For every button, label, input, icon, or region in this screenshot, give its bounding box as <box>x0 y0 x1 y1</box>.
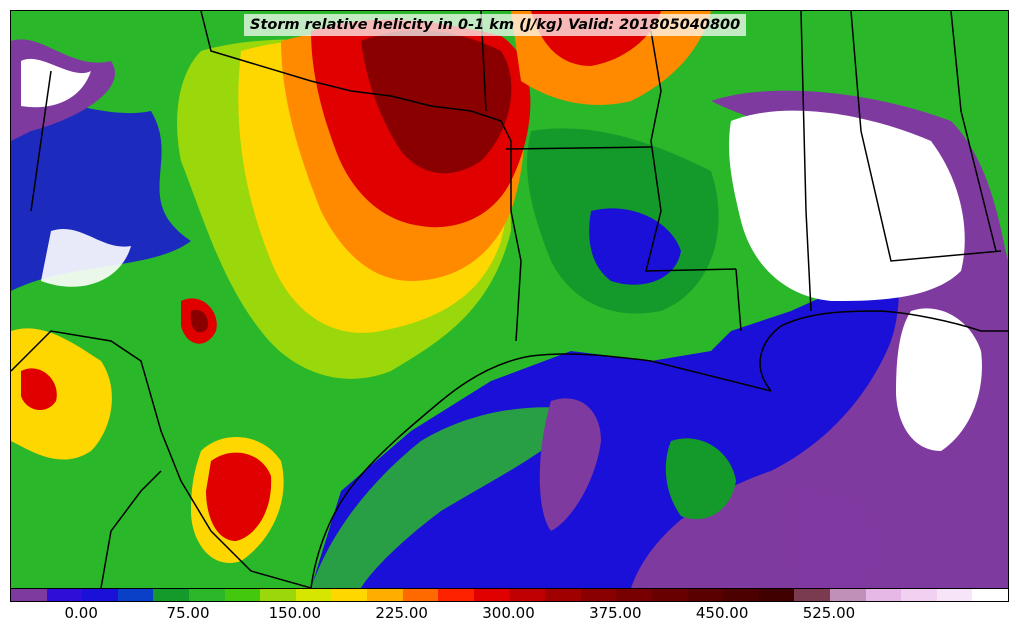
gulf-purple-patch <box>785 488 882 588</box>
gulf-green-cell <box>665 438 736 520</box>
colorbar-segment <box>616 589 652 601</box>
far-west-yellow <box>11 328 112 460</box>
helicity-map <box>10 10 1009 589</box>
colorbar-tick-label: 450.00 <box>695 604 749 622</box>
colorbar-segment <box>901 589 937 601</box>
colorbar-segment <box>438 589 474 601</box>
colorbar-tick-label: 150.00 <box>268 604 322 622</box>
colorbar-segment <box>402 589 439 601</box>
colorbar-segment <box>473 589 510 601</box>
colorbar-tick-label: 0.00 <box>64 604 98 622</box>
colorbar-segment <box>46 589 83 601</box>
colorbar-segment <box>545 589 581 601</box>
colorbar-segment <box>153 589 190 601</box>
southwest-red-cell <box>206 452 272 541</box>
colorbar-segment <box>830 589 866 601</box>
colorbar-segment <box>687 589 724 601</box>
colorbar-ticks: 0.00 75.00 150.00 225.00 300.00 375.00 450.00 5… <box>10 601 1007 631</box>
colorbar-segment <box>794 589 831 601</box>
east-blue-patch <box>589 208 681 285</box>
boundary-alabama-west <box>800 11 812 312</box>
west-white-patch <box>41 228 131 287</box>
colorbar-segment <box>367 589 403 601</box>
colorbar-segment <box>865 589 902 601</box>
boundary-mississippi-river <box>645 30 737 272</box>
boundary-west <box>30 70 52 212</box>
map-title: Storm relative helicity in 0-1 km (J/kg)… <box>244 14 747 36</box>
colorbar-tick-label: 225.00 <box>375 604 428 622</box>
southeast-white-region <box>729 110 965 301</box>
boundary-mexico-state <box>100 470 162 588</box>
southeast-white-patch <box>896 308 982 451</box>
colorbar-segment <box>260 589 296 601</box>
colorbar-segment <box>972 589 1009 601</box>
boundary-louisiana-east <box>735 268 742 332</box>
boundary-georgia <box>950 11 997 252</box>
colorbar-segment <box>11 589 47 601</box>
colorbar-segment <box>224 589 261 601</box>
coastal-green-band <box>311 407 591 588</box>
gulf-coastline <box>310 353 772 588</box>
gulf-purple-streak <box>539 398 601 531</box>
colorbar-tick-label: 300.00 <box>482 604 535 622</box>
boundary-texas-north <box>200 11 522 342</box>
colorbar-segment <box>580 589 617 601</box>
northern-gulf-coastline <box>759 310 1008 392</box>
colorbar-tick-label: 525.00 <box>802 604 856 622</box>
political-boundaries <box>11 11 1002 588</box>
boundary-mexico <box>11 330 312 588</box>
colorbar <box>10 588 1009 602</box>
colorbar-segment <box>651 589 688 601</box>
central-darkred-core <box>361 30 512 174</box>
boundary-arkansas <box>505 146 652 150</box>
colorbar-segment <box>82 589 118 601</box>
colorbar-segment <box>509 589 546 601</box>
west-darkred-cell <box>190 309 209 333</box>
colorbar-segment <box>758 589 795 601</box>
colorbar-segment <box>936 589 973 601</box>
colorbar-tick-label: 75.00 <box>166 604 210 622</box>
colorbar-segment <box>295 589 332 601</box>
helicity-map-svg <box>11 11 1008 588</box>
colorbar-segment <box>331 589 368 601</box>
colorbar-segment <box>723 589 759 601</box>
colorbar-segment <box>117 589 154 601</box>
far-west-red <box>21 368 57 411</box>
colorbar-segment <box>189 589 225 601</box>
northwest-white-patch <box>21 58 91 108</box>
colorbar-tick-label: 375.00 <box>589 604 642 622</box>
boundary-florida-north <box>850 11 1002 262</box>
